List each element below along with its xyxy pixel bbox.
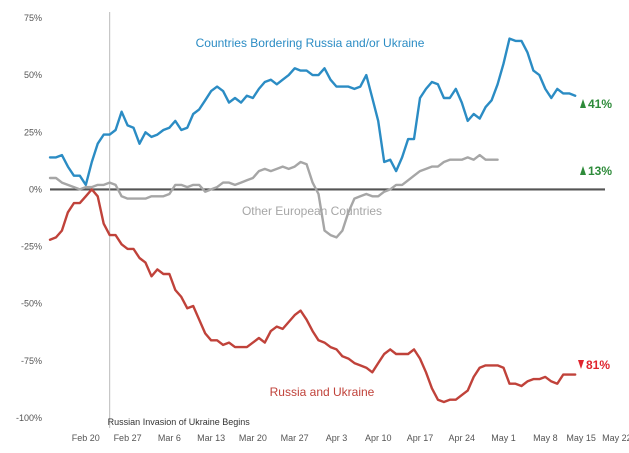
x-tick-label: May 15 (566, 433, 596, 443)
y-tick-label: -50% (21, 299, 42, 309)
countries-bordering-end-value: 41% (588, 97, 612, 111)
russia-ukraine-series-line (48, 188, 577, 404)
series-labels: Countries Bordering Russia and/or Ukrain… (196, 36, 425, 399)
other-european-end-value: 13% (588, 164, 612, 178)
x-axis-ticks: Feb 20 Feb 27 Mar 6 Mar 13 Mar 20 Mar 27 Apr 3… (72, 433, 629, 443)
x-tick-label: Apr 3 (326, 433, 348, 443)
x-tick-label: Mar 27 (281, 433, 309, 443)
countries-bordering-label: Countries Bordering Russia and/or Ukrain… (196, 36, 425, 50)
y-tick-label: 50% (24, 70, 42, 80)
x-tick-label: Feb 27 (114, 433, 142, 443)
x-tick-label: May 8 (533, 433, 558, 443)
x-tick-label: May 1 (491, 433, 516, 443)
russia-ukraine-label: Russia and Ukraine (270, 385, 375, 399)
y-tick-label: 0% (29, 184, 42, 194)
x-tick-label: May 22 (602, 433, 629, 443)
end-value-labels: 41% 13% 81% (578, 97, 612, 372)
y-tick-label: 75% (24, 13, 42, 23)
x-tick-label: Mar 6 (158, 433, 181, 443)
russia-ukraine-end-value: 81% (586, 358, 610, 372)
y-tick-label: -75% (21, 356, 42, 366)
countries-bordering-series-line (48, 37, 577, 187)
y-axis-ticks: 75% 50% 25% 0% -25% -50% -75% -100% (16, 13, 42, 423)
x-tick-label: Mar 20 (239, 433, 267, 443)
y-tick-label: 25% (24, 127, 42, 137)
y-tick-label: -100% (16, 413, 42, 423)
y-tick-label: -25% (21, 242, 42, 252)
x-tick-label: Apr 24 (449, 433, 476, 443)
x-tick-label: Apr 10 (365, 433, 392, 443)
x-tick-label: Feb 20 (72, 433, 100, 443)
series-lines (48, 37, 577, 404)
up-triangle-icon (580, 166, 586, 175)
other-european-label: Other European Countries (242, 204, 382, 218)
x-tick-label: Mar 13 (197, 433, 225, 443)
up-triangle-icon (580, 99, 586, 108)
invasion-annotation: Russian Invasion of Ukraine Begins (108, 417, 251, 427)
x-tick-label: Apr 17 (407, 433, 434, 443)
other-european-series-line (48, 153, 499, 239)
down-triangle-icon (578, 360, 584, 369)
